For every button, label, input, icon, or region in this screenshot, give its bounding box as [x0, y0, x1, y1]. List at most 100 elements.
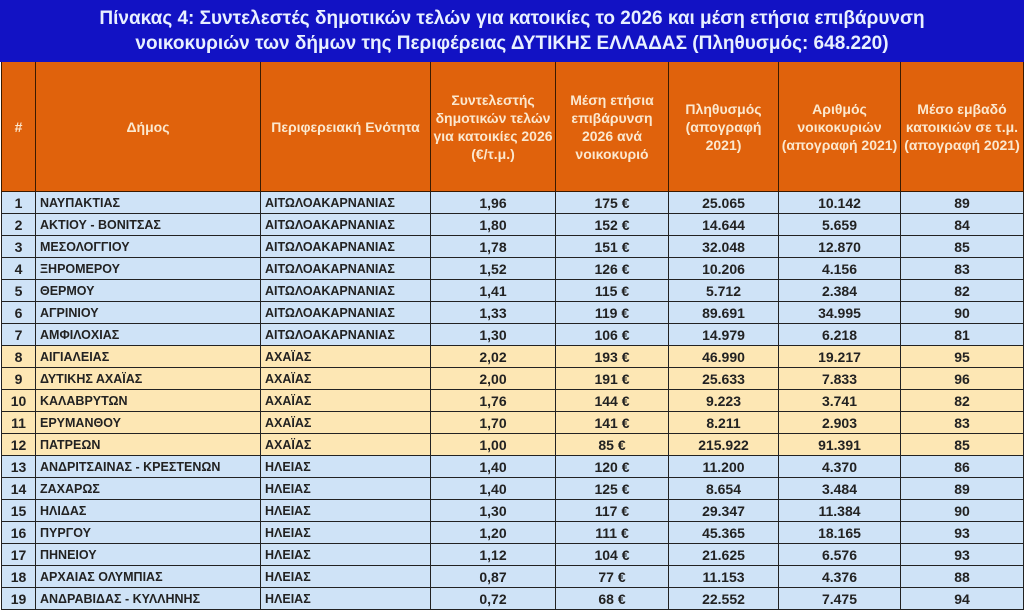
cell-population: 25.065 [668, 191, 779, 214]
cell-avg-annual-cost: 141 € [555, 411, 669, 434]
cell-population: 14.644 [668, 213, 779, 236]
table-row: 15 ΗΛΙΔΑΣ ΗΛΕΙΑΣ 1,30 117 €29.347 11.384 90 [1, 499, 1024, 522]
header-col-municipality: Δήμος [35, 62, 261, 192]
cell-index: 12 [1, 433, 36, 456]
cell-fee-coefficient: 1,30 [430, 499, 556, 522]
cell-households: 4.156 [778, 257, 901, 280]
cell-households: 34.995 [778, 301, 901, 324]
cell-avg-area: 90 [900, 301, 1024, 324]
header-col-avg-area: Μέσο εμβαδό κατοικιών σε τ.μ. (απογραφή … [900, 62, 1024, 192]
cell-index: 6 [1, 301, 36, 324]
cell-avg-area: 85 [900, 235, 1024, 258]
table-row: 18 ΑΡΧΑΙΑΣ ΟΛΥΜΠΙΑΣ ΗΛΕΙΑΣ 0,87 77 €11.153 4.… [1, 565, 1024, 588]
cell-population: 8.654 [668, 477, 779, 500]
cell-index: 17 [1, 543, 36, 566]
cell-households: 7.833 [778, 367, 901, 390]
cell-municipality: ΖΑΧΑΡΩΣ [35, 477, 261, 500]
cell-municipality: ΑΚΤΙΟΥ - ΒΟΝΙΤΣΑΣ [35, 213, 261, 236]
cell-regional-unit: ΑΙΤΩΛΟΑΚΑΡΝΑΝΙΑΣ [260, 191, 431, 214]
cell-avg-area: 82 [900, 389, 1024, 412]
cell-avg-annual-cost: 68 € [555, 587, 669, 610]
cell-municipality: ΠΥΡΓΟΥ [35, 521, 261, 544]
cell-fee-coefficient: 1,12 [430, 543, 556, 566]
cell-regional-unit: ΗΛΕΙΑΣ [260, 521, 431, 544]
cell-fee-coefficient: 1,40 [430, 455, 556, 478]
cell-municipality: ΑΓΡΙΝΙΟΥ [35, 301, 261, 324]
cell-index: 4 [1, 257, 36, 280]
cell-index: 1 [1, 191, 36, 214]
cell-population: 14.979 [668, 323, 779, 346]
cell-avg-annual-cost: 191 € [555, 367, 669, 390]
table-row: 13 ΑΝΔΡΙΤΣΑΙΝΑΣ - ΚΡΕΣΤΕΝΩΝ ΗΛΕΙΑΣ 1,40 120 … [1, 455, 1024, 478]
cell-index: 15 [1, 499, 36, 522]
title-line-2: νοικοκυριών των δήμων της Περιφέρειας ΔΥ… [135, 33, 889, 54]
cell-fee-coefficient: 1,78 [430, 235, 556, 258]
cell-avg-area: 83 [900, 257, 1024, 280]
cell-households: 7.475 [778, 587, 901, 610]
cell-population: 25.633 [668, 367, 779, 390]
cell-regional-unit: ΑΙΤΩΛΟΑΚΑΡΝΑΝΙΑΣ [260, 279, 431, 302]
cell-avg-annual-cost: 125 € [555, 477, 669, 500]
cell-regional-unit: ΗΛΕΙΑΣ [260, 587, 431, 610]
cell-population: 8.211 [668, 411, 779, 434]
cell-fee-coefficient: 1,76 [430, 389, 556, 412]
table-row: 17 ΠΗΝΕΙΟΥ ΗΛΕΙΑΣ 1,12 104 €21.625 6.576 93 [1, 543, 1024, 566]
cell-avg-area: 84 [900, 213, 1024, 236]
cell-index: 3 [1, 235, 36, 258]
cell-households: 18.165 [778, 521, 901, 544]
cell-avg-annual-cost: 115 € [555, 279, 669, 302]
cell-avg-area: 89 [900, 191, 1024, 214]
cell-avg-area: 96 [900, 367, 1024, 390]
cell-index: 10 [1, 389, 36, 412]
cell-avg-area: 94 [900, 587, 1024, 610]
cell-index: 13 [1, 455, 36, 478]
cell-avg-area: 89 [900, 477, 1024, 500]
cell-index: 9 [1, 367, 36, 390]
cell-households: 3.741 [778, 389, 901, 412]
cell-fee-coefficient: 1,00 [430, 433, 556, 456]
cell-municipality: ΑΜΦΙΛΟΧΙΑΣ [35, 323, 261, 346]
cell-avg-annual-cost: 175 € [555, 191, 669, 214]
cell-fee-coefficient: 1,30 [430, 323, 556, 346]
title-line-1: Πίνακας 4: Συντελεστές δημοτικών τελών γ… [99, 8, 925, 29]
cell-municipality: ΜΕΣΟΛΟΓΓΙΟΥ [35, 235, 261, 258]
cell-fee-coefficient: 1,41 [430, 279, 556, 302]
cell-regional-unit: ΑΧΑΪΑΣ [260, 367, 431, 390]
table-row: 4 ΞΗΡΟΜΕΡΟΥ ΑΙΤΩΛΟΑΚΑΡΝΑΝΙΑΣ 1,52 126 €10.20… [1, 257, 1024, 280]
cell-households: 4.370 [778, 455, 901, 478]
table-row: 7 ΑΜΦΙΛΟΧΙΑΣ ΑΙΤΩΛΟΑΚΑΡΝΑΝΙΑΣ 1,30 106 €14.9… [1, 323, 1024, 346]
cell-index: 14 [1, 477, 36, 500]
cell-index: 8 [1, 345, 36, 368]
cell-regional-unit: ΑΧΑΪΑΣ [260, 345, 431, 368]
cell-fee-coefficient: 2,02 [430, 345, 556, 368]
table-row: 10 ΚΑΛΑΒΡΥΤΩΝ ΑΧΑΪΑΣ 1,76 144 €9.223 3.741 82 [1, 389, 1024, 412]
cell-population: 9.223 [668, 389, 779, 412]
cell-avg-area: 93 [900, 543, 1024, 566]
cell-regional-unit: ΑΙΤΩΛΟΑΚΑΡΝΑΝΙΑΣ [260, 301, 431, 324]
cell-municipality: ΠΑΤΡΕΩΝ [35, 433, 261, 456]
cell-population: 10.206 [668, 257, 779, 280]
cell-households: 6.576 [778, 543, 901, 566]
cell-fee-coefficient: 1,70 [430, 411, 556, 434]
table-row: 2 ΑΚΤΙΟΥ - ΒΟΝΙΤΣΑΣ ΑΙΤΩΛΟΑΚΑΡΝΑΝΙΑΣ 1,80 15… [1, 213, 1024, 236]
table-row: 12 ΠΑΤΡΕΩΝ ΑΧΑΪΑΣ 1,00 85 €215.922 91.391 85 [1, 433, 1024, 456]
cell-municipality: ΕΡΥΜΑΝΘΟΥ [35, 411, 261, 434]
cell-population: 45.365 [668, 521, 779, 544]
cell-avg-area: 86 [900, 455, 1024, 478]
cell-avg-area: 81 [900, 323, 1024, 346]
table-row: 6 ΑΓΡΙΝΙΟΥ ΑΙΤΩΛΟΑΚΑΡΝΑΝΙΑΣ 1,33 119 €89.691… [1, 301, 1024, 324]
cell-avg-area: 93 [900, 521, 1024, 544]
cell-regional-unit: ΑΧΑΪΑΣ [260, 433, 431, 456]
cell-avg-annual-cost: 120 € [555, 455, 669, 478]
cell-population: 11.200 [668, 455, 779, 478]
cell-municipality: ΝΑΥΠΑΚΤΙΑΣ [35, 191, 261, 214]
header-col-population: Πληθυσμός (απογραφή 2021) [668, 62, 779, 192]
cell-avg-area: 82 [900, 279, 1024, 302]
cell-avg-annual-cost: 85 € [555, 433, 669, 456]
cell-municipality: ΑΝΔΡΙΤΣΑΙΝΑΣ - ΚΡΕΣΤΕΝΩΝ [35, 455, 261, 478]
cell-index: 2 [1, 213, 36, 236]
cell-fee-coefficient: 1,80 [430, 213, 556, 236]
cell-avg-annual-cost: 144 € [555, 389, 669, 412]
cell-municipality: ΑΙΓΙΑΛΕΙΑΣ [35, 345, 261, 368]
cell-fee-coefficient: 1,40 [430, 477, 556, 500]
